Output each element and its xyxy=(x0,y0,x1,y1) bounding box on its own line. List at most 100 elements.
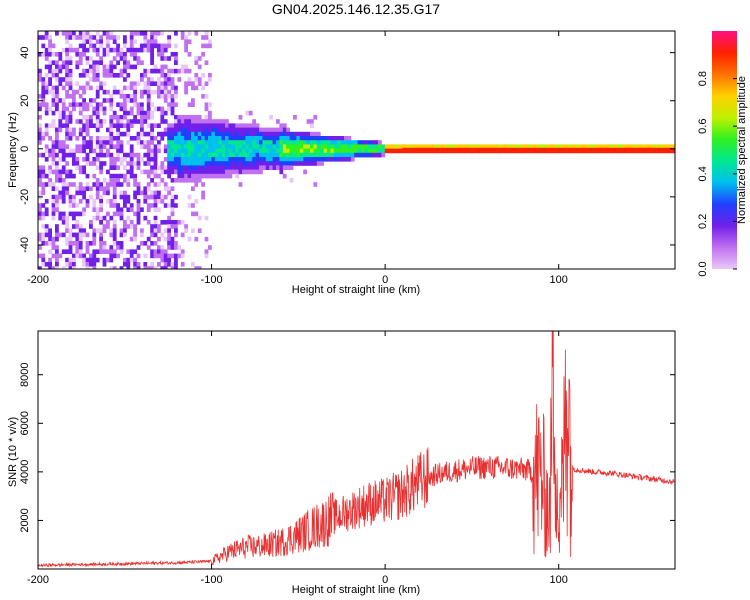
spectrogram-cell xyxy=(170,211,175,217)
spectrogram-cell xyxy=(61,31,66,36)
spectrogram-cell xyxy=(177,144,182,149)
spectrogram-cell xyxy=(133,98,137,103)
spectrogram-cell xyxy=(170,207,175,212)
spectrogram-cell xyxy=(72,148,76,154)
spectrogram-cell xyxy=(286,152,290,158)
spectrogram-cell xyxy=(177,140,182,145)
spectrogram-cell xyxy=(150,56,154,61)
spectrogram-cell xyxy=(231,157,236,162)
spectrogram-cell xyxy=(238,144,243,149)
spectrogram-cell xyxy=(184,47,188,53)
spectrogram-cell xyxy=(585,144,590,149)
spectrogram-cell xyxy=(388,148,392,154)
spectrogram-cell xyxy=(95,190,100,196)
spectrogram-cell xyxy=(238,165,243,170)
spectrogram-cell xyxy=(289,131,294,137)
spectrogram-cell xyxy=(44,127,49,133)
spectrogram-cell xyxy=(160,47,165,53)
spectrogram-cell xyxy=(575,148,579,154)
spectrogram-cell xyxy=(55,245,59,250)
spectrogram-cell xyxy=(313,140,318,145)
spectrogram-cell xyxy=(259,161,263,166)
spectrogram-cell xyxy=(140,157,144,162)
spectrogram-cell xyxy=(646,148,651,154)
spectrogram-cell xyxy=(68,81,73,86)
spectrogram-cell xyxy=(41,136,46,141)
spectrogram-cell xyxy=(167,123,171,128)
spectrogram-cell xyxy=(612,148,617,154)
spectrogram-cell xyxy=(51,43,56,49)
snr-ytick-label: 8000 xyxy=(19,362,31,386)
spectrogram-cell xyxy=(221,127,226,133)
spectrogram-cell xyxy=(575,144,579,149)
spectrogram-cell xyxy=(75,190,80,196)
spectrogram-cell xyxy=(350,152,355,158)
spectrogram-cell xyxy=(89,194,93,200)
spectrogram-cell xyxy=(228,123,233,128)
spectrogram-cell xyxy=(350,144,355,149)
spectrogram-cell xyxy=(187,203,192,208)
spectrogram-cell xyxy=(133,136,137,141)
spectrogram-cell xyxy=(146,203,151,208)
spectrogram-cell xyxy=(316,131,321,137)
spectrogram-cell xyxy=(82,52,86,57)
spectrogram-cell xyxy=(272,140,277,145)
spectrogram-cell xyxy=(238,182,243,187)
spectrogram-cell xyxy=(143,152,148,158)
spectrogram-cell xyxy=(136,56,141,61)
spectrogram-cell xyxy=(299,148,304,154)
spectrogram-cell xyxy=(82,257,86,263)
spectrogram-cell xyxy=(174,169,178,175)
spectrogram-cell xyxy=(136,47,141,53)
spectrogram-cell xyxy=(177,148,182,154)
spectrogram-cell xyxy=(133,173,137,179)
spectrogram-cell xyxy=(184,140,188,145)
spectrogram-cell xyxy=(180,157,185,162)
spectrogram-cell xyxy=(99,81,103,86)
spectrogram-cell xyxy=(242,127,246,133)
spectrogram-cell xyxy=(442,144,447,149)
spectrogram-cell xyxy=(133,119,137,124)
spectrogram-cell xyxy=(75,144,80,149)
spectrogram-cell xyxy=(378,152,382,158)
spectrogram-cell xyxy=(289,148,294,154)
spectrogram-cell xyxy=(191,262,195,267)
spectrogram-cell xyxy=(167,220,171,225)
spectrogram-cell xyxy=(510,144,515,149)
spectrogram-cell xyxy=(133,89,137,95)
spectrogram-cell xyxy=(211,169,216,175)
spectrogram-cell xyxy=(68,110,73,116)
spectrogram-cell xyxy=(123,257,127,263)
spectrogram-cell xyxy=(102,152,107,158)
spectrogram-cell xyxy=(163,182,168,187)
spectrogram-xtick-label: -200 xyxy=(27,274,49,286)
spectrogram-cell xyxy=(340,140,345,145)
spectrogram-cell xyxy=(38,68,42,74)
spectrogram-cell xyxy=(248,140,253,145)
spectrogram-cell xyxy=(480,148,484,154)
spectrogram-cell xyxy=(463,144,467,149)
spectrogram-cell xyxy=(89,43,93,49)
spectrogram-cell xyxy=(204,169,209,175)
spectrogram-cell xyxy=(157,52,161,57)
spectrogram-cell xyxy=(197,152,202,158)
spectrogram-cell xyxy=(218,165,222,170)
spectrogram-cell xyxy=(129,85,134,91)
spectrogram-cell xyxy=(75,253,80,259)
spectrogram-cell xyxy=(204,127,209,133)
spectrogram-cell xyxy=(78,60,83,65)
spectrogram-cell xyxy=(85,123,90,128)
spectrogram-cell xyxy=(126,47,131,53)
spectrogram-cell xyxy=(51,73,56,78)
spectrogram-cell xyxy=(293,136,297,141)
spectrogram-cell xyxy=(269,115,273,120)
spectrogram-cell xyxy=(55,236,59,242)
spectrogram-cell xyxy=(194,115,199,120)
spectrogram-cell xyxy=(129,220,134,225)
spectrogram-cell xyxy=(262,148,267,154)
spectrogram-cell xyxy=(408,144,413,149)
spectrogram-cell xyxy=(123,102,127,107)
spectrogram-cell xyxy=(109,157,114,162)
spectrogram-cell xyxy=(38,140,42,145)
spectrogram-cell xyxy=(663,144,668,149)
